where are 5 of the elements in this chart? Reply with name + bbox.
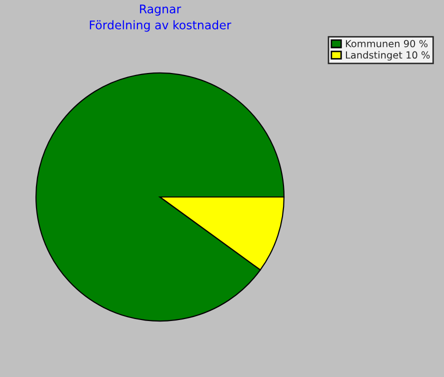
chart-title: Ragnar [140, 4, 182, 16]
chart-subtitle: Fördelning av kostnader [90, 20, 232, 32]
legend-label: Landstinget 10 % [346, 51, 430, 61]
pie-slice [35, 72, 285, 322]
legend-label: Kommunen 90 % [346, 40, 428, 48]
